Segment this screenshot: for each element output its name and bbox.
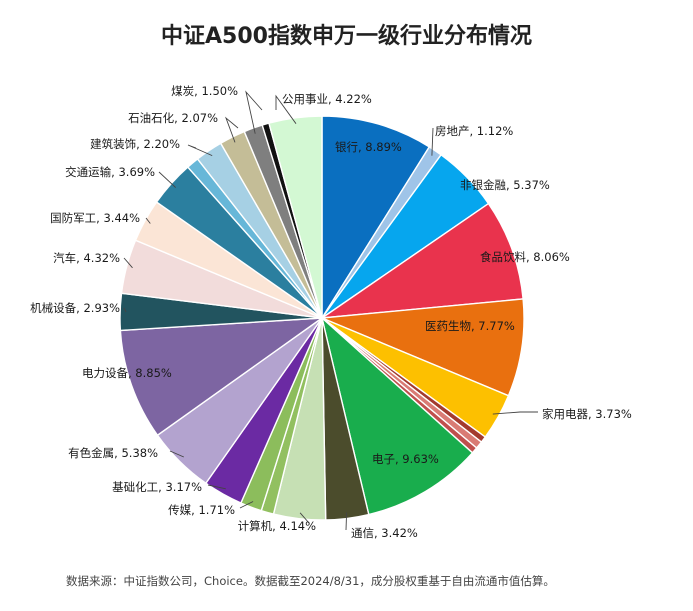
- leader-line-15: [169, 450, 184, 458]
- label-26: 公用事业, 4.22%: [282, 92, 372, 106]
- leader-line-5: [492, 411, 538, 415]
- chart-title: 中证A500指数申万一级行业分布情况: [161, 24, 532, 49]
- leader-line-24: [245, 90, 263, 134]
- label-9: 电子, 9.63%: [372, 452, 439, 466]
- label-20: 交通运输, 3.69%: [65, 165, 155, 179]
- label-1: 房地产, 1.12%: [435, 124, 513, 138]
- leader-line-22: [187, 144, 213, 157]
- slice-3: [319, 202, 524, 319]
- leader-line-20: [158, 171, 177, 188]
- label-0: 银行, 8.89%: [335, 140, 402, 154]
- label-17: 机械设备, 2.93%: [30, 301, 120, 315]
- leader-line-14: [207, 484, 226, 490]
- label-22: 建筑装饰, 2.20%: [90, 137, 180, 151]
- label-11: 计算机, 4.14%: [238, 519, 316, 533]
- leader-line-11: [299, 512, 310, 524]
- label-3: 食品饮料, 8.06%: [480, 250, 570, 264]
- slice-16: [119, 317, 325, 437]
- leader-line-10: [345, 512, 348, 531]
- label-19: 国防军工, 3.44%: [50, 211, 140, 225]
- label-5: 家用电器, 3.73%: [542, 407, 632, 421]
- leader-line-18: [123, 257, 133, 269]
- leader-line-23: [224, 116, 239, 143]
- label-16: 电力设备, 8.85%: [82, 366, 172, 380]
- footnote: 数据来源：中证指数公司，Choice。数据截至2024/8/31，成分股权重基于…: [66, 574, 555, 588]
- label-18: 汽车, 4.32%: [53, 251, 120, 265]
- slice-9: [320, 315, 474, 516]
- leader-line-1: [431, 127, 434, 156]
- leader-line-13: [239, 501, 254, 509]
- slice-0: [321, 115, 431, 321]
- label-15: 有色金属, 5.38%: [68, 446, 158, 460]
- slice-4: [321, 298, 525, 397]
- leader-line-26: [275, 94, 297, 124]
- label-23: 石油石化, 2.07%: [128, 111, 218, 125]
- label-14: 基础化工, 3.17%: [112, 480, 202, 494]
- leader-line-19: [145, 217, 151, 224]
- label-24: 煤炭, 1.50%: [171, 84, 238, 98]
- label-13: 传媒, 1.71%: [168, 503, 235, 517]
- label-10: 通信, 3.42%: [351, 526, 418, 540]
- label-2: 非银金融, 5.37%: [460, 178, 550, 192]
- slice-26: [268, 115, 323, 319]
- leader-line-17: [123, 307, 127, 313]
- label-4: 医药生物, 7.77%: [425, 319, 515, 333]
